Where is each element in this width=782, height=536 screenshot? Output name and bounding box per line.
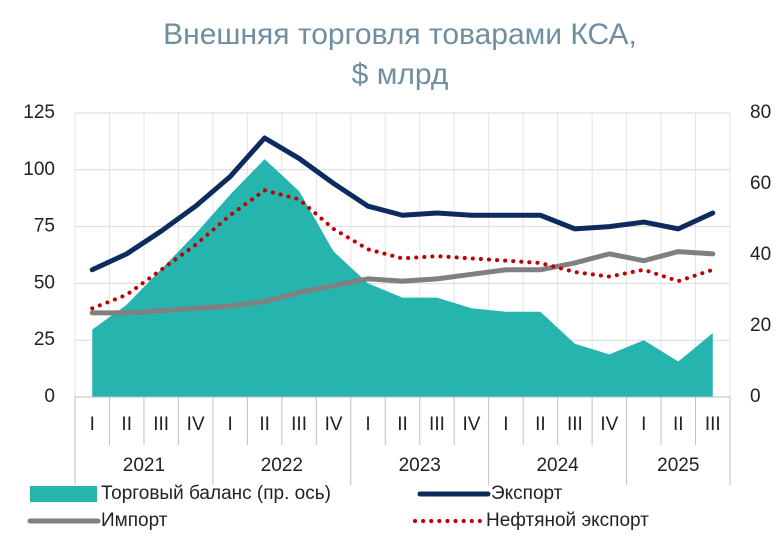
legend-label: Импорт [101, 510, 168, 531]
y-tick-label: 50 [34, 272, 55, 293]
legend-label: Нефтяной экспорт [486, 510, 649, 531]
y2-tick-label: 20 [750, 315, 771, 336]
x-tick-label: II [535, 414, 546, 435]
y-tick-label: 75 [34, 216, 55, 237]
x-tick-label: IV [187, 414, 205, 435]
y-tick-label: 100 [23, 159, 55, 180]
group-label: 2023 [399, 455, 441, 476]
x-tick-label: II [121, 414, 132, 435]
x-tick-label: I [227, 414, 232, 435]
y-tick-label: 25 [34, 329, 55, 350]
x-tick-label: III [705, 414, 721, 435]
x-tick-label: I [641, 414, 646, 435]
group-label: 2022 [261, 455, 303, 476]
group-label: 2021 [123, 455, 165, 476]
x-tick-label: IV [600, 414, 618, 435]
x-tick-label: III [153, 414, 169, 435]
x-tick-label: III [429, 414, 445, 435]
legend-swatch [30, 486, 97, 502]
x-tick-label: IV [325, 414, 343, 435]
y-tick-label: 125 [23, 102, 55, 123]
x-tick-label: II [673, 414, 684, 435]
x-tick-label: I [365, 414, 370, 435]
group-label: 2025 [657, 455, 699, 476]
x-tick-label: III [291, 414, 307, 435]
legend-label: Экспорт [491, 483, 563, 504]
y2-tick-label: 40 [750, 244, 771, 265]
group-label: 2024 [536, 455, 579, 476]
line [90, 188, 715, 311]
x-tick-label: II [397, 414, 408, 435]
x-tick-label: III [567, 414, 583, 435]
x-tick-label: IV [462, 414, 480, 435]
y2-tick-label: 60 [750, 173, 771, 194]
line [89, 135, 716, 273]
legend-label: Торговый баланс (пр. ось) [101, 483, 331, 504]
line [89, 249, 716, 316]
chart-title: $ млрд [352, 58, 449, 91]
y2-tick-label: 0 [750, 386, 761, 407]
x-tick-label: I [90, 414, 95, 435]
x-tick-label: I [503, 414, 508, 435]
area [92, 159, 713, 397]
y-tick-label: 0 [44, 386, 55, 407]
x-tick-label: II [259, 414, 270, 435]
chart-title: Внешняя торговля товарами КСА, [163, 18, 637, 51]
y2-tick-label: 80 [750, 102, 771, 123]
